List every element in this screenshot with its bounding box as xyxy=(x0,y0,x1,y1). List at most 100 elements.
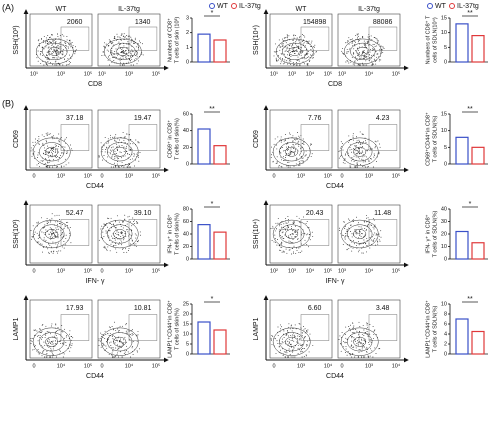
event-dot xyxy=(359,141,361,142)
event-dot xyxy=(296,49,298,51)
event-dot xyxy=(108,56,110,58)
event-dot xyxy=(115,347,117,349)
event-dot xyxy=(306,355,308,357)
event-dot xyxy=(356,135,357,137)
event-dot xyxy=(131,158,133,160)
event-dot xyxy=(355,156,357,158)
event-dot xyxy=(342,340,344,342)
event-dot xyxy=(358,158,360,160)
event-dot xyxy=(56,166,58,168)
event-dot xyxy=(279,331,281,333)
event-dot xyxy=(357,47,358,49)
event-dot xyxy=(114,158,116,160)
event-dot xyxy=(374,146,376,148)
event-dot xyxy=(285,217,286,219)
y-tick-label: 15 xyxy=(441,15,447,21)
event-dot xyxy=(55,356,57,358)
event-dot xyxy=(74,51,76,53)
event-dot xyxy=(126,142,128,144)
event-dot xyxy=(117,150,118,152)
event-dot xyxy=(45,356,47,358)
event-dot xyxy=(274,230,276,232)
event-dot xyxy=(58,52,60,54)
event-dot xyxy=(61,224,63,225)
contour xyxy=(275,38,314,65)
event-dot xyxy=(57,160,59,162)
event-dot xyxy=(276,156,278,158)
event-dot xyxy=(272,161,274,163)
event-dot xyxy=(364,155,366,157)
event-dot xyxy=(47,35,49,37)
event-dot xyxy=(130,64,132,66)
event-dot xyxy=(107,235,109,237)
event-dot xyxy=(291,242,293,243)
event-dot xyxy=(292,356,294,358)
event-dot xyxy=(296,39,298,41)
event-dot xyxy=(359,234,361,236)
event-dot xyxy=(374,155,376,157)
event-dot xyxy=(41,338,43,340)
significance: * xyxy=(469,201,472,208)
event-dot xyxy=(36,330,38,332)
event-dot xyxy=(60,350,61,352)
event-dot xyxy=(361,150,363,152)
event-dot xyxy=(44,336,46,338)
event-dot xyxy=(123,139,125,141)
event-dot xyxy=(129,234,131,236)
event-dot xyxy=(103,54,105,56)
event-dot xyxy=(366,346,368,348)
event-dot xyxy=(284,149,286,151)
event-dot xyxy=(110,345,112,346)
event-dot xyxy=(73,51,75,53)
event-dot xyxy=(282,58,284,60)
event-dot xyxy=(290,356,292,358)
event-dot xyxy=(114,342,116,344)
event-dot xyxy=(363,235,365,237)
event-dot xyxy=(353,219,355,221)
event-dot xyxy=(302,34,303,36)
event-dot xyxy=(139,40,140,42)
event-dot xyxy=(70,242,72,244)
event-dot xyxy=(34,141,36,143)
y-axis-label: T cells of skin(%) xyxy=(174,308,180,350)
event-dot xyxy=(75,49,77,51)
event-dot xyxy=(360,235,362,237)
event-dot xyxy=(345,352,347,354)
event-dot xyxy=(122,221,124,223)
event-dot xyxy=(116,163,118,165)
event-dot xyxy=(130,356,132,358)
y-tick-label: 5 xyxy=(444,145,447,151)
event-dot xyxy=(365,56,367,58)
event-dot xyxy=(102,231,104,233)
event-dot xyxy=(288,161,290,163)
event-dot xyxy=(116,354,118,356)
event-dot xyxy=(368,59,370,61)
x-tick-label: 0 xyxy=(100,268,103,274)
event-dot xyxy=(287,356,289,358)
event-dot xyxy=(103,46,105,48)
event-dot xyxy=(42,47,44,49)
event-dot xyxy=(350,324,352,326)
event-dot xyxy=(277,55,279,57)
event-dot xyxy=(116,148,118,150)
event-dot xyxy=(62,53,64,55)
event-dot xyxy=(280,152,282,154)
event-dot xyxy=(281,53,283,55)
event-dot xyxy=(64,42,66,44)
event-dot xyxy=(295,43,297,45)
event-dot xyxy=(57,223,59,225)
event-dot xyxy=(369,230,371,232)
y-tick-label: 0 xyxy=(186,161,189,167)
event-dot xyxy=(338,227,340,229)
event-dot xyxy=(290,151,292,153)
event-dot xyxy=(355,244,357,246)
event-dot xyxy=(58,46,60,48)
event-dot xyxy=(129,229,131,231)
event-dot xyxy=(122,47,124,49)
event-dot xyxy=(100,142,102,144)
event-dot xyxy=(291,337,293,339)
y-tick-label: 40 xyxy=(183,128,189,134)
event-dot xyxy=(123,339,124,341)
event-dot xyxy=(370,224,372,226)
event-dot xyxy=(133,221,135,222)
